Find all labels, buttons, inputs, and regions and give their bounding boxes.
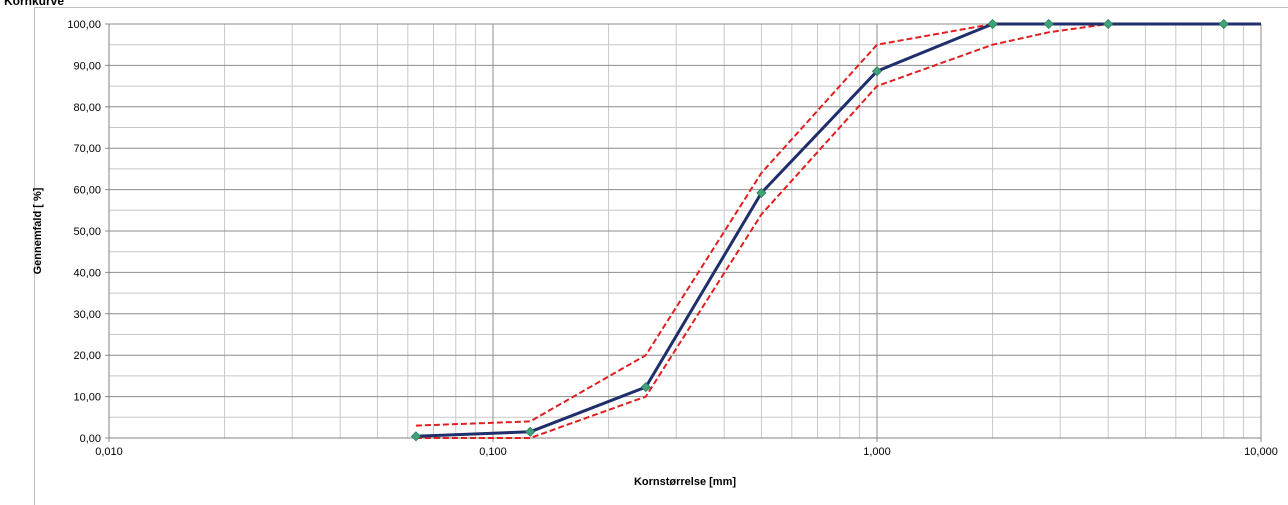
x-axis-title: Kornstørrelse [mm]: [634, 476, 736, 488]
data-point-marker: [1103, 18, 1114, 30]
x-tick-label: 10,000: [1244, 446, 1278, 458]
x-tick-label: 1,000: [863, 446, 891, 458]
lower-limit-line: [415, 23, 1109, 439]
y-axis-title: Gennemfald [ %]: [32, 187, 44, 274]
y-tick-label: 60,00: [73, 185, 101, 197]
data-point-marker: [1218, 18, 1229, 30]
y-tick-label: 80,00: [73, 102, 101, 114]
y-tick-label: 50,00: [73, 226, 101, 238]
data-point-marker: [410, 431, 422, 442]
y-tick-label: 20,00: [73, 350, 101, 362]
data-point-marker: [640, 382, 651, 393]
x-tick-label: 0,010: [95, 446, 123, 458]
y-tick-label: 40,00: [73, 267, 101, 279]
y-tick-label: 30,00: [73, 309, 101, 321]
y-tick-label: 10,00: [73, 392, 101, 404]
data-point-marker: [987, 18, 998, 30]
y-tick-label: 0,00: [80, 433, 101, 445]
data-point-marker: [871, 66, 883, 77]
data-point-marker: [756, 187, 767, 198]
y-tick-label: 100,00: [67, 19, 101, 31]
chart-frame: [34, 7, 1288, 505]
chart-title: Kornkurve: [4, 0, 65, 8]
y-tick-label: 90,00: [73, 60, 101, 72]
passing-curve-line: [415, 22, 1261, 438]
y-tick-label: 70,00: [73, 143, 101, 155]
data-point-marker: [525, 426, 536, 437]
data-point-marker: [1043, 18, 1054, 30]
x-tick-label: 0,100: [479, 446, 507, 458]
upper-limit-line: [415, 23, 1109, 427]
